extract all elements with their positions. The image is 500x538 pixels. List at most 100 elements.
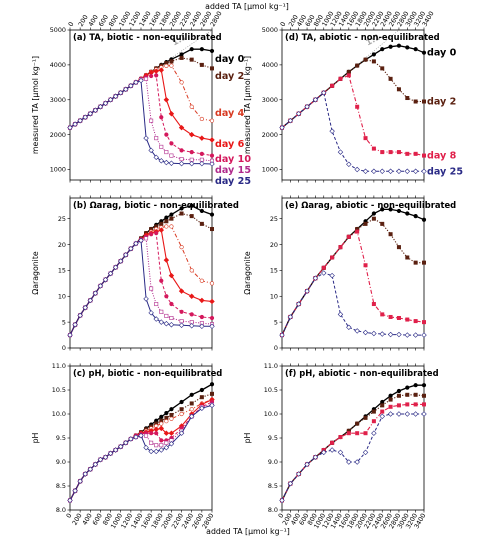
data-point-day-0 — [179, 399, 184, 405]
data-point-day-25 — [354, 166, 360, 173]
data-point-day-2 — [355, 63, 360, 68]
data-point-day-2 — [405, 255, 410, 260]
data-point-day-8 — [413, 319, 418, 324]
data-point-day-4 — [189, 268, 194, 273]
data-point-day-8 — [396, 150, 401, 155]
data-point-day-25 — [77, 478, 83, 484]
y-tick-label: 8.5 — [56, 482, 66, 490]
data-point-day-25 — [412, 411, 419, 417]
data-point-day-8 — [330, 255, 335, 260]
data-point-day-15 — [144, 433, 149, 438]
data-point-day-2 — [388, 76, 393, 81]
data-point-day-6 — [153, 426, 159, 433]
y-tick-label: 10 — [270, 292, 278, 300]
series-line-day-2 — [282, 59, 424, 129]
data-point-day-2 — [396, 87, 401, 92]
data-point-day-25 — [287, 480, 294, 487]
data-point-day-25 — [371, 430, 377, 436]
data-point-day-25 — [87, 110, 94, 117]
data-point-day-25 — [97, 283, 104, 289]
panel-title: (e) Ωarag, abiotic - non-equilibrated — [285, 200, 456, 210]
data-point-day-0 — [164, 215, 169, 220]
data-point-day-8 — [346, 431, 351, 436]
data-point-day-2 — [363, 221, 368, 226]
data-point-day-6 — [199, 135, 205, 141]
data-point-day-6 — [158, 425, 165, 432]
data-point-day-25 — [371, 168, 377, 175]
data-point-day-0 — [405, 45, 410, 50]
data-point-day-0 — [209, 382, 215, 387]
data-point-day-6 — [178, 288, 185, 294]
data-point-day-0 — [189, 203, 194, 208]
data-point-day-6 — [158, 227, 165, 233]
data-point-day-10 — [169, 141, 174, 146]
series-line-day-8 — [282, 230, 424, 336]
series-line-day-0 — [282, 208, 424, 336]
data-point-day-8 — [321, 265, 326, 270]
data-point-day-15 — [154, 302, 159, 307]
data-point-day-25 — [279, 332, 285, 338]
data-point-day-15 — [149, 440, 154, 445]
data-point-day-25 — [153, 154, 159, 161]
data-point-day-25 — [77, 117, 83, 124]
series-line-day-10 — [70, 232, 212, 336]
data-point-day-15 — [169, 315, 174, 320]
data-point-day-25 — [77, 312, 83, 319]
data-point-day-25 — [321, 449, 327, 456]
data-point-day-6 — [199, 297, 205, 304]
data-point-day-2 — [346, 69, 351, 74]
data-point-day-2 — [413, 392, 418, 397]
data-point-day-25 — [362, 168, 369, 175]
panels: 0 200400600800100012001400160018002000220… — [31, 10, 463, 530]
data-point-day-25 — [128, 245, 134, 252]
data-point-day-4 — [164, 63, 169, 69]
data-point-day-0 — [380, 399, 385, 405]
data-point-day-25 — [158, 319, 165, 325]
data-point-day-8 — [371, 146, 376, 151]
data-point-day-25 — [379, 168, 385, 175]
data-point-day-25 — [128, 436, 134, 442]
top-axis-label: added TA [µmol kg⁻¹] — [205, 2, 289, 11]
panel-title: (a) TA, biotic - non-equilibrated — [73, 32, 222, 42]
y-tick-label: 9.5 — [56, 434, 66, 442]
y-tick-label: 10 — [58, 292, 66, 300]
data-point-day-25 — [158, 158, 165, 164]
data-point-day-25 — [87, 466, 94, 472]
data-point-day-8 — [346, 234, 351, 239]
data-point-day-25 — [158, 447, 165, 453]
plot-frame — [281, 29, 425, 181]
panel-1: 0 200400600800100012001400160018002000220… — [31, 10, 251, 187]
data-point-day-15 — [159, 443, 164, 448]
data-point-day-8 — [380, 312, 385, 317]
data-point-day-10 — [189, 312, 194, 317]
data-point-day-2 — [396, 245, 401, 250]
plot-frame — [281, 365, 425, 511]
data-point-day-25 — [107, 450, 114, 457]
data-point-day-25 — [362, 329, 369, 336]
data-point-day-25 — [362, 449, 369, 456]
data-point-day-8 — [421, 153, 426, 158]
data-point-day-25 — [178, 160, 185, 167]
data-point-day-4 — [169, 416, 174, 421]
data-point-day-4 — [189, 104, 194, 109]
data-point-day-4 — [209, 281, 215, 286]
data-point-day-25 — [92, 461, 99, 468]
data-point-day-25 — [148, 448, 154, 455]
data-point-day-25 — [354, 328, 360, 334]
panel-title: (b) Ωarag, biotic - non-equilibrated — [73, 200, 239, 210]
data-point-day-2 — [396, 393, 401, 398]
data-point-day-8 — [380, 150, 385, 155]
y-tick-label: 11.0 — [264, 362, 278, 370]
data-point-day-25 — [209, 323, 215, 330]
data-point-day-6 — [168, 430, 175, 436]
data-point-day-6 — [158, 67, 165, 73]
data-point-day-25 — [387, 411, 394, 417]
series-line-day-25 — [282, 272, 424, 336]
data-point-day-25 — [153, 448, 159, 455]
data-point-day-0 — [380, 207, 385, 212]
data-point-day-25 — [304, 288, 310, 294]
data-point-day-0 — [179, 52, 184, 57]
data-point-day-15 — [164, 313, 169, 318]
y-axis-label: pH — [243, 432, 252, 443]
y-tick-label: 0 — [274, 344, 278, 352]
